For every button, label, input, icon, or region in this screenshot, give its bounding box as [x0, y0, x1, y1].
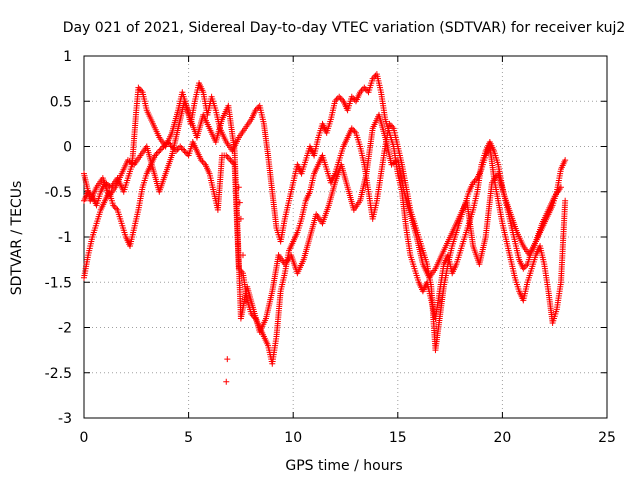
y-tick-label: -1.5	[45, 275, 72, 291]
data-point	[224, 356, 231, 363]
x-axis-title: GPS time / hours	[285, 458, 402, 474]
chart-title: Day 021 of 2021, Sidereal Day-to-day VTE…	[63, 20, 626, 36]
y-tick-label: 0	[63, 140, 72, 156]
x-tick-label: 25	[598, 430, 616, 446]
ticks	[83, 55, 608, 419]
data-point	[237, 215, 244, 222]
x-tick-label: 10	[284, 430, 302, 446]
y-tick-label: 1	[63, 49, 72, 65]
y-tick-label: -2	[58, 321, 72, 337]
y-tick-label: -0.5	[45, 185, 72, 201]
y-axis-title: SDTVAR / TECUs	[9, 181, 25, 296]
y-tick-label: -3	[58, 411, 72, 427]
data-point	[223, 378, 230, 385]
y-tick-label: -2.5	[45, 366, 72, 382]
x-tick-label: 5	[184, 430, 193, 446]
y-tick-label: -1	[58, 230, 72, 246]
x-tick-labels: 0 5 10 15 20 25	[80, 430, 616, 446]
data-point	[235, 184, 242, 191]
data-markers	[81, 71, 569, 385]
x-tick-label: 0	[80, 430, 89, 446]
data-point	[236, 199, 243, 206]
data-point	[562, 157, 569, 164]
data-point	[562, 197, 569, 204]
x-tick-label: 15	[389, 430, 407, 446]
x-tick-label: 20	[493, 430, 511, 446]
data-point	[557, 184, 564, 191]
y-tick-label: 0.5	[50, 94, 72, 110]
data-point	[239, 252, 246, 259]
y-tick-labels: -3 -2.5 -2 -1.5 -1 -0.5 0 0.5 1	[45, 49, 72, 427]
